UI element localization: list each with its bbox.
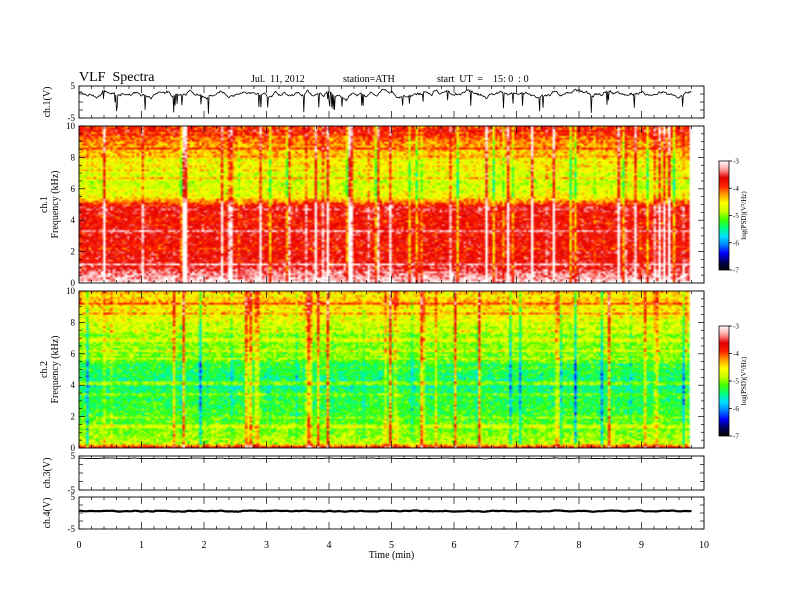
ch1-waveform-ylabel: ch.1(V) <box>42 87 53 118</box>
ch4-waveform-ytick-label: 5 <box>71 492 76 502</box>
ch1-spectrogram-ytick-label: 8 <box>71 152 76 162</box>
ch2-spectrogram-ylabel-line: ch.2 <box>39 361 50 378</box>
ch2-spectrogram-ytick-label: 8 <box>71 317 76 327</box>
ch2-spectrogram-colorbar-tick: -7 <box>733 433 739 441</box>
ch1-waveform-ytick-label: -5 <box>68 113 76 123</box>
time-axis-tick-label: 4 <box>327 540 332 551</box>
ch3-waveform-trace <box>79 457 692 460</box>
ch2-spectrogram-ylabel-line: Frequency (kHz) <box>50 335 61 403</box>
ch3-waveform-ytick-label: 5 <box>71 451 76 461</box>
ch1-spectrogram-colorbar-tick: -5 <box>733 212 739 220</box>
ch1-spectrogram-colorbar-tick: -6 <box>733 239 739 247</box>
ch1-spectrogram-colorbar-tick: -3 <box>733 158 739 166</box>
ch3-waveform-ytick-label: -5 <box>68 485 76 495</box>
ch1-spectrogram-image <box>79 126 704 283</box>
date-label: Jul. 11, 2012 <box>251 74 305 85</box>
spectrogram-layer <box>79 126 704 448</box>
time-axis-tick-label: 1 <box>139 540 144 551</box>
ch2-spectrogram-image <box>79 291 704 448</box>
ch2-spectrogram-colorbar-label: log(PSD)(V²/Hz) <box>740 356 748 405</box>
ch1-spectrogram-colorbar-tick: -4 <box>733 185 739 193</box>
time-axis-tick-label: 7 <box>514 540 519 551</box>
ch2-spectrogram-ytick-label: 2 <box>71 412 76 422</box>
chart-title: VLF Spectra <box>79 70 155 85</box>
ch1-spectrogram-ylabel-line: Frequency (kHz) <box>50 170 61 238</box>
station-label: station=ATH <box>343 74 395 85</box>
ch2-spectrogram-ytick-label: 4 <box>71 380 76 390</box>
ch2-spectrogram-colorbar <box>718 325 730 437</box>
ch2-spectrogram-colorbar-tick: -6 <box>733 405 739 413</box>
time-axis-tick-label: 5 <box>389 540 394 551</box>
ch2-spectrogram-colorbar-tick: -3 <box>733 323 739 331</box>
ch4-waveform-ytick-label: -5 <box>68 524 76 534</box>
time-axis-tick-label: 10 <box>699 540 709 551</box>
axes-layer <box>78 85 732 530</box>
ch2-spectrogram-ytick-label: 10 <box>66 286 76 296</box>
time-axis-tick-label: 0 <box>77 540 82 551</box>
ch1-spectrogram-ytick-label: 6 <box>71 184 76 194</box>
ch2-spectrogram-colorbar-tick: -4 <box>733 350 739 358</box>
time-axis-tick-label: 9 <box>639 540 644 551</box>
ch1-spectrogram-colorbar-label: log(PSD)(V²/Hz) <box>740 191 748 240</box>
time-axis-tick-label: 2 <box>202 540 207 551</box>
time-axis-label: Time (min) <box>369 550 414 561</box>
ch2-spectrogram-ytick-label: 6 <box>71 349 76 359</box>
ch4-waveform-ylabel: ch.4(V) <box>42 498 53 529</box>
time-axis-tick-label: 8 <box>577 540 582 551</box>
ch1-spectrogram-colorbar-tick: -7 <box>733 267 739 275</box>
ch1-spectrogram-ytick-label: 2 <box>71 247 76 257</box>
start-time-label: start UT = 15: 0 : 0 <box>437 74 529 85</box>
ch4-waveform-trace <box>78 509 692 513</box>
ch1-waveform-ytick-label: 5 <box>71 81 76 91</box>
ch1-spectrogram-ylabel-line: ch.1 <box>39 196 50 213</box>
ch1-spectrogram-ytick-label: 10 <box>66 121 76 131</box>
ch2-spectrogram-ytick-label: 0 <box>71 443 76 453</box>
ch1-waveform-trace <box>78 88 692 114</box>
trace-layer <box>78 88 692 513</box>
ch1-spectrogram-ytick-label: 0 <box>71 278 76 288</box>
ch1-spectrogram-ytick-label: 4 <box>71 215 76 225</box>
time-axis-tick-label: 6 <box>452 540 457 551</box>
ch1-spectrogram-colorbar <box>718 160 730 271</box>
time-axis-tick-label: 3 <box>264 540 269 551</box>
ch2-spectrogram-colorbar-tick: -5 <box>733 378 739 386</box>
ch3-waveform-ylabel: ch.3(V) <box>42 458 53 489</box>
label-layer: 5-5ch.1(V)-3-4-5-6-7log(PSD)(V²/Hz)10864… <box>39 81 748 561</box>
